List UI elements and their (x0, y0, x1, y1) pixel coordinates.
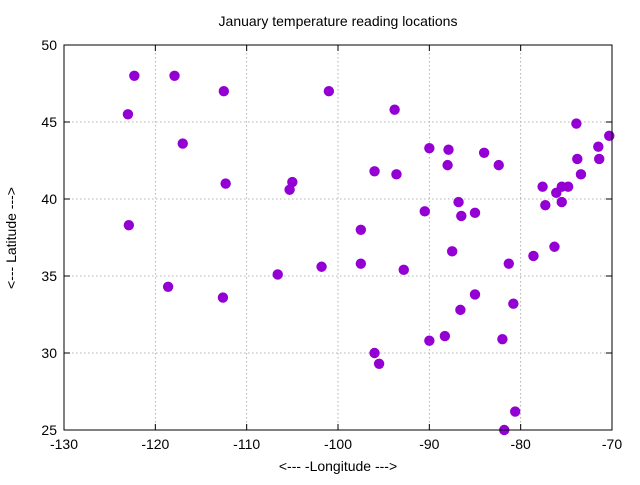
data-point (419, 206, 430, 217)
data-point (509, 406, 521, 417)
data-point (571, 118, 582, 129)
y-tick-label: 35 (41, 268, 57, 284)
data-point (123, 219, 135, 231)
data-point (503, 258, 514, 269)
data-point (442, 159, 453, 171)
x-tick-label: -130 (50, 436, 78, 452)
data-point (469, 207, 481, 219)
data-point (162, 281, 174, 292)
data-point (508, 298, 519, 309)
data-point (217, 292, 229, 303)
x-axis-label: <--- -Longitude ---> (279, 458, 397, 474)
data-point (369, 166, 380, 177)
data-point (537, 181, 548, 192)
data-point (562, 181, 574, 192)
axis-ticks: -130 -120 -110 -100 -90 -80 -70 25 30 35 40 45 50 (41, 37, 622, 452)
data-point (443, 144, 454, 155)
data-points (122, 70, 615, 436)
data-point (389, 104, 400, 115)
data-point (453, 196, 464, 208)
data-point (556, 196, 567, 208)
y-tick-label: 45 (41, 114, 57, 130)
data-point (424, 142, 435, 154)
x-tick-label: -70 (602, 436, 622, 452)
data-point (575, 169, 587, 180)
data-point (169, 70, 180, 82)
x-tick-label: -90 (419, 436, 439, 452)
data-point (493, 159, 504, 171)
data-point (478, 147, 490, 158)
data-point (272, 269, 283, 280)
data-point (456, 210, 467, 222)
chart-title: January temperature reading locations (219, 13, 458, 29)
data-point (593, 141, 604, 152)
data-point (424, 335, 435, 346)
y-tick-label: 30 (41, 345, 57, 361)
y-axis-label: <--- Latitude ---> (3, 187, 19, 289)
data-point (391, 169, 402, 180)
data-point (129, 70, 140, 82)
data-point (218, 86, 230, 97)
data-point (455, 304, 466, 316)
data-point (316, 261, 327, 272)
data-point (398, 264, 409, 276)
y-tick-label: 25 (41, 422, 57, 438)
data-point (355, 258, 367, 269)
data-point (540, 199, 551, 211)
data-point (497, 333, 508, 345)
data-point (439, 330, 451, 342)
data-point (594, 153, 605, 165)
data-point (549, 241, 560, 252)
x-tick-label: -100 (324, 436, 352, 452)
data-point (177, 138, 188, 149)
data-point (572, 153, 583, 165)
x-tick-label: -120 (141, 436, 169, 452)
data-point (220, 178, 231, 189)
y-tick-label: 50 (41, 37, 57, 53)
data-point (528, 250, 539, 262)
data-point (469, 289, 481, 300)
data-point (284, 184, 295, 195)
data-point (373, 358, 385, 369)
data-point (122, 109, 134, 120)
data-point (323, 86, 335, 97)
data-point (369, 347, 380, 359)
data-point (446, 246, 458, 257)
x-tick-label: -80 (511, 436, 531, 452)
y-tick-label: 40 (41, 191, 57, 207)
grid-lines (64, 45, 612, 430)
x-tick-label: -110 (233, 436, 260, 452)
data-point (604, 130, 615, 142)
data-point (355, 224, 367, 235)
